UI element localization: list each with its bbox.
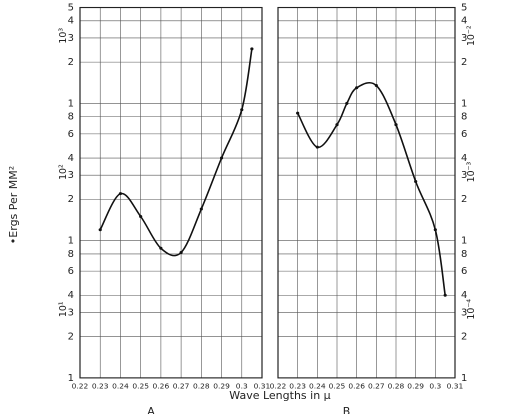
y-tick-label: 1 (461, 99, 467, 110)
x-tick-label: 0.23 (92, 381, 109, 390)
y-tick-label: 5 (461, 3, 467, 14)
y-tick-label: 2 (68, 57, 74, 68)
y-tick-label: 8 (68, 249, 74, 260)
y-tick-label: 6 (461, 129, 467, 140)
plot-frame (277, 6, 456, 379)
data-point (443, 293, 447, 297)
y-tick-label: 4 (461, 153, 467, 164)
data-point (250, 47, 254, 51)
x-tick-label: 0.25 (329, 381, 346, 390)
data-point (98, 228, 102, 232)
y-tick-label: 2 (461, 195, 467, 206)
x-tick-label: 0.29 (407, 381, 424, 390)
decade-label: 10⁻² (466, 25, 477, 46)
y-tick-label: 3 (461, 33, 467, 44)
y-tick-label: 4 (68, 153, 74, 164)
y-tick-label: 4 (68, 16, 74, 27)
y-tick-label: 2 (461, 332, 467, 343)
x-tick-label: 0.22 (270, 381, 287, 390)
decade-label: 10⁻⁴ (466, 299, 477, 320)
y-tick-label: 2 (461, 57, 467, 68)
decade-label: 10³ (58, 28, 69, 44)
x-tick-label: 0.23 (289, 381, 306, 390)
data-point (433, 228, 437, 232)
data-point (414, 179, 418, 183)
y-tick-label: 1 (68, 236, 74, 247)
y-tick-label: 8 (461, 112, 467, 123)
y-tick-label: 1 (461, 373, 467, 384)
x-tick-label: 0.28 (388, 381, 405, 390)
y-tick-label: 1 (68, 373, 74, 384)
data-point (296, 111, 300, 115)
panel-label: B (343, 405, 351, 414)
y-tick-label: 6 (461, 266, 467, 277)
x-tick-label: 0.22 (72, 381, 89, 390)
y-tick-label: 2 (68, 195, 74, 206)
y-tick-label: 3 (68, 33, 74, 44)
y-tick-label: 8 (461, 249, 467, 260)
y-tick-label: 1 (461, 236, 467, 247)
data-line (296, 82, 446, 296)
y-tick-label: 3 (461, 308, 467, 319)
x-tick-label: 0.26 (153, 381, 170, 390)
y-tick-label: 4 (461, 16, 467, 27)
data-point (240, 108, 244, 112)
y-tick-label: 8 (68, 112, 74, 123)
x-tick-label: 0.3 (236, 381, 248, 390)
x-tick-label: 0.24 (309, 381, 326, 390)
x-tick-label: 0.29 (213, 381, 230, 390)
data-line (99, 48, 253, 257)
decade-label: 10⁻³ (466, 162, 477, 183)
y-tick-label: 3 (68, 170, 74, 181)
y-tick-label: 1 (68, 99, 74, 110)
data-point (335, 123, 339, 127)
data-point (394, 123, 398, 127)
data-point (219, 156, 224, 160)
y-tick-label: 6 (68, 129, 74, 140)
x-tick-label: 0.24 (112, 381, 129, 390)
data-point (199, 207, 203, 211)
data-point (118, 192, 123, 196)
y-tick-label: 3 (461, 170, 467, 181)
y-tick-label: 3 (68, 308, 74, 319)
decade-label: 10¹ (58, 301, 69, 317)
x-tick-label: 0.25 (132, 381, 149, 390)
data-point (345, 101, 349, 105)
x-tick-label: 0.31 (447, 381, 464, 390)
y-tick-label: 4 (68, 290, 74, 301)
plot-frame (79, 6, 263, 379)
x-tick-label: 0.26 (348, 381, 365, 390)
x-tick-label: 0.3 (429, 381, 441, 390)
x-tick-label: 0.27 (368, 381, 385, 390)
data-point (374, 84, 378, 88)
data-point (139, 214, 143, 218)
x-tick-label: 0.27 (173, 381, 190, 390)
y-tick-label: 5 (68, 3, 74, 14)
data-point (159, 246, 163, 250)
y-axis-title: •Ergs Per MM² (7, 166, 20, 244)
x-tick-label: 0.31 (254, 381, 271, 390)
x-tick-label: 0.28 (193, 381, 210, 390)
y-tick-label: 2 (68, 332, 74, 343)
data-point (355, 86, 359, 90)
data-point (179, 250, 183, 254)
data-point (315, 145, 319, 149)
x-axis-title: Wave Lengths in μ (229, 389, 330, 402)
y-tick-label: 6 (68, 266, 74, 277)
decade-label: 10² (58, 164, 69, 180)
panel-label: A (147, 405, 155, 414)
y-tick-label: 4 (461, 290, 467, 301)
